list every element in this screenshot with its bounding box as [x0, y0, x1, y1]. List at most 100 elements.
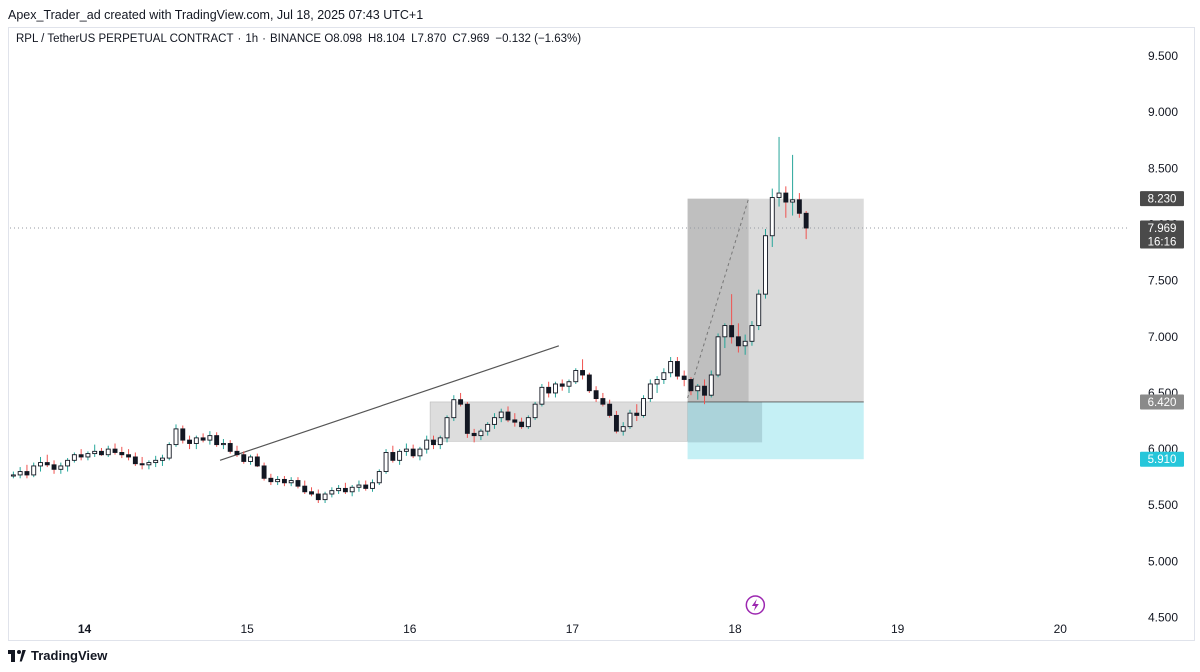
candle: [193, 435, 199, 450]
candle-body-down: [803, 212, 809, 229]
candle-body-down: [546, 386, 552, 394]
candle: [342, 482, 348, 495]
candle-body-down: [126, 454, 132, 458]
candle-body-down: [112, 448, 118, 453]
candle: [803, 211, 809, 240]
high-value: 8.104: [376, 33, 406, 45]
candle-body-up: [220, 443, 226, 446]
candle: [10, 471, 16, 479]
candle: [410, 444, 416, 459]
candle: [261, 462, 267, 481]
candle-body-up: [444, 417, 450, 439]
interval-label[interactable]: 1h: [245, 33, 259, 45]
close-value: 7.969: [460, 33, 490, 45]
candle: [790, 154, 796, 216]
candle: [776, 136, 782, 207]
candle-body-down: [187, 439, 193, 444]
candle: [593, 386, 599, 402]
candle: [735, 323, 741, 353]
candle: [254, 453, 260, 468]
candle: [160, 454, 165, 466]
candle: [749, 321, 755, 346]
candle-body-down: [363, 484, 369, 489]
candle: [492, 413, 497, 429]
price-tag-label: 6.420: [1148, 397, 1177, 409]
candle: [763, 229, 768, 299]
candle-body-up: [160, 457, 165, 461]
candle-body-up: [790, 199, 796, 203]
candle-body-down: [295, 480, 301, 487]
candle-body-down: [586, 374, 592, 392]
candle: [546, 381, 552, 398]
change-value: −0.132 (−1.63%): [495, 33, 582, 45]
position-filled-stop: [687, 401, 763, 443]
candle: [525, 415, 531, 429]
lightning-icon[interactable]: [745, 595, 766, 615]
candle-body-down: [613, 414, 619, 432]
symbol-name[interactable]: RPL / TetherUS PERPETUAL CONTRACT: [16, 33, 234, 45]
candle-body-up: [248, 456, 253, 462]
candle: [275, 476, 281, 486]
candle-body-up: [193, 437, 199, 444]
x-tick-label: 17: [566, 622, 580, 636]
candle: [241, 451, 247, 464]
candle: [31, 462, 37, 478]
candle: [281, 476, 287, 487]
candle: [627, 409, 633, 429]
candle: [383, 449, 389, 474]
candle-body-up: [92, 450, 98, 455]
candle: [437, 435, 443, 450]
candle-body-up: [532, 403, 538, 419]
candle-body-up: [356, 484, 362, 488]
candle: [580, 359, 586, 380]
candle: [227, 440, 233, 454]
candle-body-up: [525, 417, 531, 428]
candle-body-up: [566, 381, 572, 387]
candle: [248, 454, 253, 465]
candle-body-up: [146, 462, 152, 466]
candle: [471, 428, 477, 443]
y-tick-label: 8.500: [1148, 161, 1178, 175]
candle: [78, 449, 84, 461]
candle-body-up: [153, 459, 159, 464]
candle-body-up: [492, 417, 497, 425]
candles-group: [10, 136, 809, 504]
candle-body-up: [552, 383, 558, 394]
close-label: C: [452, 33, 461, 45]
candle-body-down: [24, 471, 30, 476]
candle: [58, 462, 64, 474]
candle: [38, 456, 43, 472]
candle-body-up: [478, 430, 484, 437]
candle-body-down: [735, 336, 741, 347]
candle-body-up: [349, 486, 355, 493]
candle: [756, 289, 762, 331]
candle: [363, 480, 369, 491]
candle: [71, 452, 77, 463]
candle-body-up: [437, 437, 443, 446]
tradingview-brand: TradingView: [31, 648, 108, 663]
candle: [695, 383, 701, 400]
candle: [207, 431, 213, 445]
tradingview-logo-icon: [8, 649, 26, 662]
price-tag-label: 5.910: [1148, 454, 1177, 466]
candle: [478, 428, 484, 441]
candle-body-down: [234, 450, 240, 456]
candle-body-up: [708, 374, 714, 396]
candle: [126, 449, 132, 461]
candle: [85, 451, 91, 461]
candle-body-down: [681, 375, 687, 380]
candle-body-down: [214, 435, 220, 446]
candle-body-up: [742, 340, 748, 347]
price-tag-label: 7.969: [1148, 223, 1177, 235]
x-tick-label: 15: [240, 622, 254, 636]
candle-body-up: [417, 448, 423, 457]
candle-body-down: [464, 403, 470, 434]
candle-body-down: [309, 491, 314, 495]
candle: [674, 357, 680, 380]
candle: [173, 424, 179, 447]
candle: [431, 435, 436, 450]
candle-body-up: [376, 471, 382, 484]
candle-body-down: [471, 432, 477, 437]
